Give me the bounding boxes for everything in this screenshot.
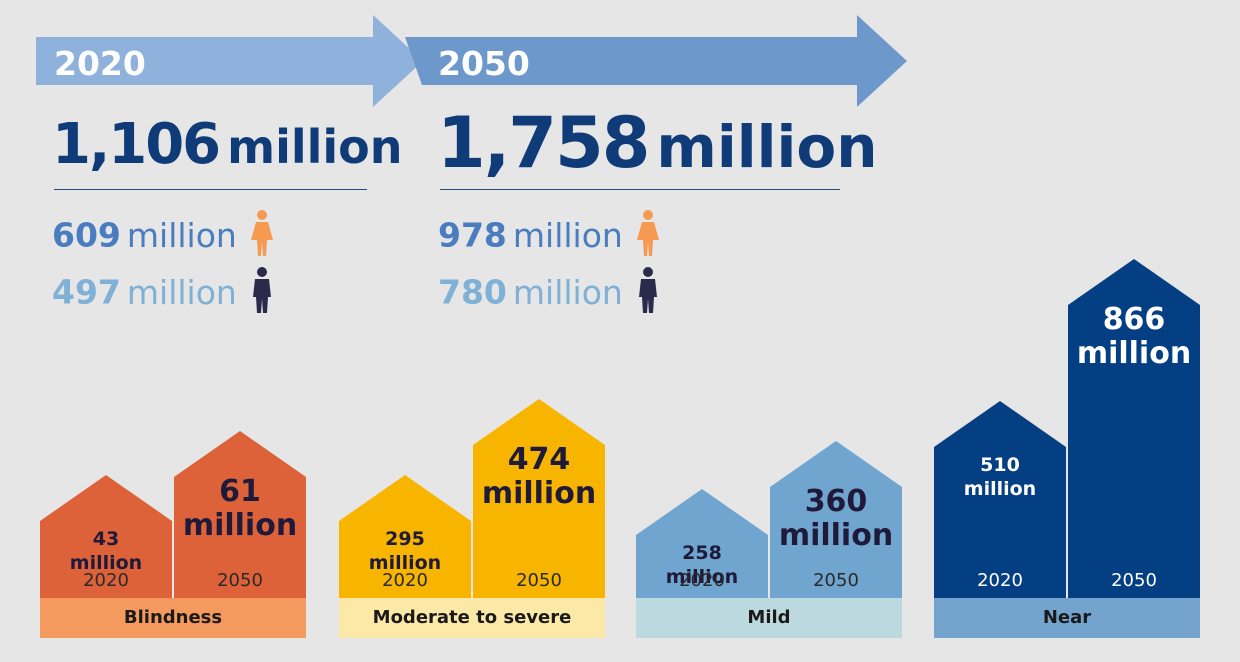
divider-2050 [440, 189, 840, 190]
bar-near-2050 [1068, 259, 1200, 598]
bar-unit-label: million [70, 552, 142, 574]
bar-year-label: 2050 [516, 570, 562, 591]
year-2050-label: 2050 [438, 44, 530, 83]
divider-2020 [54, 189, 367, 190]
total-2050: 1,758 million [437, 102, 878, 184]
category-caption-blindness: Blindness [40, 598, 306, 638]
bar-year-label: 2020 [83, 570, 129, 591]
bar-unit-label: million [779, 518, 893, 553]
female-2050-number: 978 [438, 215, 507, 255]
female-2050: 978 million [438, 210, 661, 260]
female-2020-unit: million [126, 215, 237, 255]
total-2020-unit: million [227, 120, 403, 174]
female-2050-unit: million [512, 215, 623, 255]
male-2020-unit: million [126, 272, 237, 312]
bar-unit-label: million [369, 552, 441, 574]
male-2020: 497 million [52, 267, 275, 317]
bar-blindness-2050 [174, 431, 306, 598]
bar-value-label: 295 [385, 528, 425, 550]
bar-value-label: 866 [1103, 302, 1166, 337]
male-icon [252, 267, 271, 313]
bar-mild-2020 [636, 489, 768, 598]
category-caption-near: Near [934, 598, 1200, 638]
bar-year-label: 2050 [813, 570, 859, 591]
bar-year-label: 2050 [217, 570, 263, 591]
female-2020-number: 609 [52, 215, 121, 255]
bar-near-2020 [934, 401, 1066, 598]
bar-mild-2050 [770, 441, 902, 598]
female-icon [636, 210, 659, 256]
bar-unit-label: million [964, 478, 1036, 500]
bar-unit-label: million [183, 508, 297, 543]
female-icon [250, 210, 273, 256]
bar-moderate-to-severe-2050 [473, 399, 605, 598]
bar-value-label: 258 [682, 542, 722, 564]
total-2050-unit: million [656, 113, 878, 181]
bar-unit-label: million [482, 476, 596, 511]
male-2050-number: 780 [438, 272, 507, 312]
bar-value-label: 43 [93, 528, 119, 550]
bar-moderate-to-severe-2020 [339, 475, 471, 598]
male-2050-unit: million [512, 272, 623, 312]
category-caption-moderate-to-severe: Moderate to severe [339, 598, 605, 638]
category-caption-mild: Mild [636, 598, 902, 638]
arrow-2020 [36, 15, 423, 107]
bar-value-label: 510 [980, 454, 1020, 476]
total-2020-number: 1,106 [52, 112, 221, 177]
total-2020: 1,106 million [52, 112, 403, 177]
bar-year-label: 2020 [679, 570, 725, 591]
bar-value-label: 360 [805, 484, 868, 519]
male-icon [638, 267, 657, 313]
bar-year-label: 2050 [1111, 570, 1157, 591]
bar-value-label: 474 [508, 442, 571, 477]
bar-unit-label: million [1077, 336, 1191, 371]
bar-year-label: 2020 [382, 570, 428, 591]
bar-year-label: 2020 [977, 570, 1023, 591]
male-2020-number: 497 [52, 272, 121, 312]
bar-value-label: 61 [219, 474, 261, 509]
female-2020: 609 million [52, 210, 275, 260]
male-2050: 780 million [438, 267, 661, 317]
total-2050-number: 1,758 [437, 102, 650, 184]
year-2020-label: 2020 [54, 44, 146, 83]
bar-unit-label: million [666, 566, 738, 588]
bar-blindness-2020 [40, 475, 172, 598]
arrow-2050 [405, 15, 907, 107]
